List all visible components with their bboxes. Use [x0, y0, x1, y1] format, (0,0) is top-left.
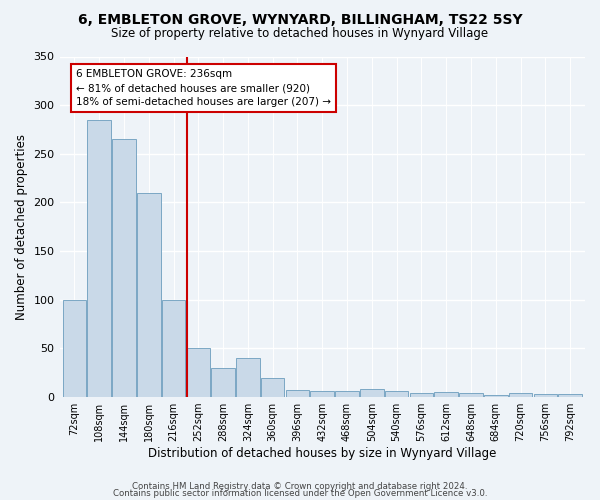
Bar — [559, 394, 582, 397]
Text: 6 EMBLETON GROVE: 236sqm
← 81% of detached houses are smaller (920)
18% of semi-: 6 EMBLETON GROVE: 236sqm ← 81% of detach… — [76, 69, 331, 107]
Bar — [484, 395, 508, 397]
Text: Contains public sector information licensed under the Open Government Licence v3: Contains public sector information licen… — [113, 489, 487, 498]
Bar — [88, 120, 111, 397]
Text: Contains HM Land Registry data © Crown copyright and database right 2024.: Contains HM Land Registry data © Crown c… — [132, 482, 468, 491]
Bar — [533, 394, 557, 397]
X-axis label: Distribution of detached houses by size in Wynyard Village: Distribution of detached houses by size … — [148, 447, 496, 460]
Bar — [162, 300, 185, 397]
Text: Size of property relative to detached houses in Wynyard Village: Size of property relative to detached ho… — [112, 28, 488, 40]
Bar — [385, 391, 409, 397]
Text: 6, EMBLETON GROVE, WYNYARD, BILLINGHAM, TS22 5SY: 6, EMBLETON GROVE, WYNYARD, BILLINGHAM, … — [77, 12, 523, 26]
Bar — [286, 390, 309, 397]
Bar — [62, 300, 86, 397]
Bar — [236, 358, 260, 397]
Bar — [112, 139, 136, 397]
Bar — [434, 392, 458, 397]
Bar — [187, 348, 210, 397]
Bar — [261, 378, 284, 397]
Bar — [459, 393, 483, 397]
Bar — [211, 368, 235, 397]
Bar — [360, 390, 383, 397]
Bar — [335, 391, 359, 397]
Y-axis label: Number of detached properties: Number of detached properties — [15, 134, 28, 320]
Bar — [509, 393, 532, 397]
Bar — [410, 393, 433, 397]
Bar — [137, 192, 161, 397]
Bar — [310, 391, 334, 397]
